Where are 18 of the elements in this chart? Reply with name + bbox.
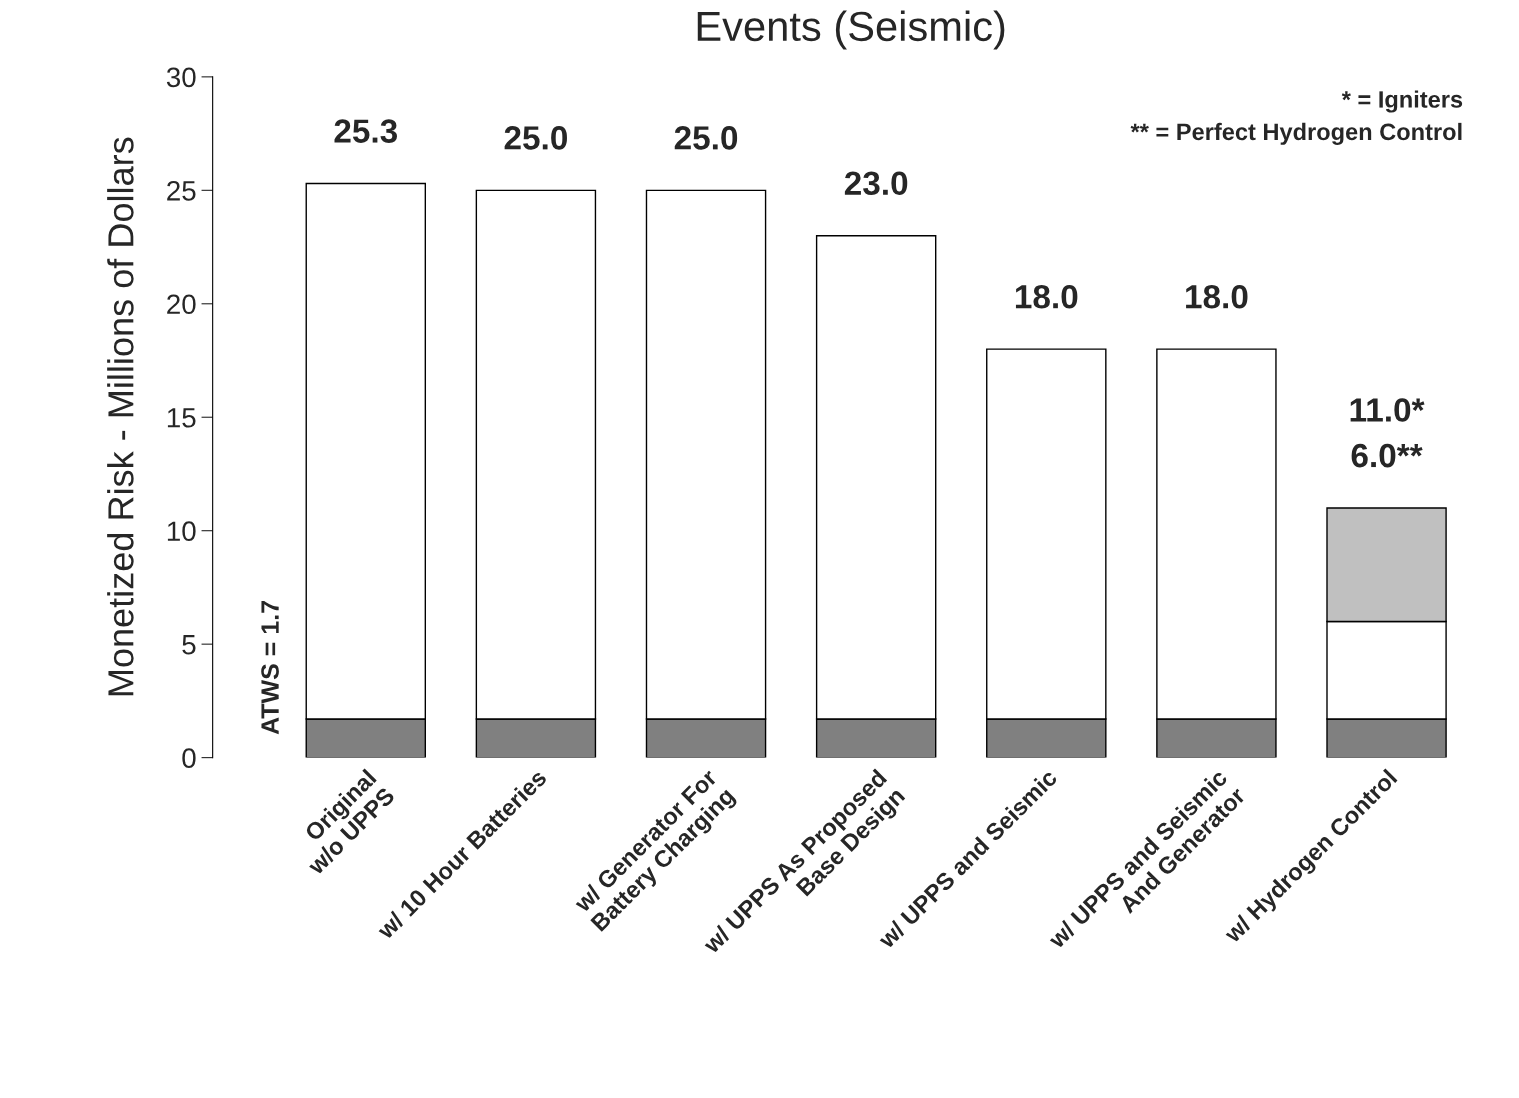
y-tick-label: 10	[167, 521, 196, 542]
total-label: 11.0* 6.0**	[1350, 398, 1425, 468]
total-label: 25.0	[504, 126, 567, 150]
y-axis-title: Monetized Risk - Millions of Dollars	[107, 137, 134, 696]
total-label: 25.3	[334, 119, 398, 143]
y-tick-label: 30	[166, 67, 196, 88]
total-label: 23.0	[844, 171, 908, 196]
total-label: 18.0	[1186, 284, 1248, 309]
y-tick-label: 0	[182, 748, 196, 768]
y-tick-label: 20	[167, 294, 196, 315]
total-label: 25.0	[674, 126, 738, 150]
annotation: ATWS = 1.7	[261, 601, 279, 735]
y-tick-label: 15	[167, 408, 196, 428]
y-tick-label: 5	[182, 635, 196, 655]
total-label: 18.0	[1015, 284, 1078, 309]
y-tick-label: 25	[167, 180, 196, 201]
chart-title: Events (Seismic)	[697, 10, 1005, 50]
annotation: * = Igniters ** = Perfect Hydrogen Control	[1130, 90, 1463, 145]
